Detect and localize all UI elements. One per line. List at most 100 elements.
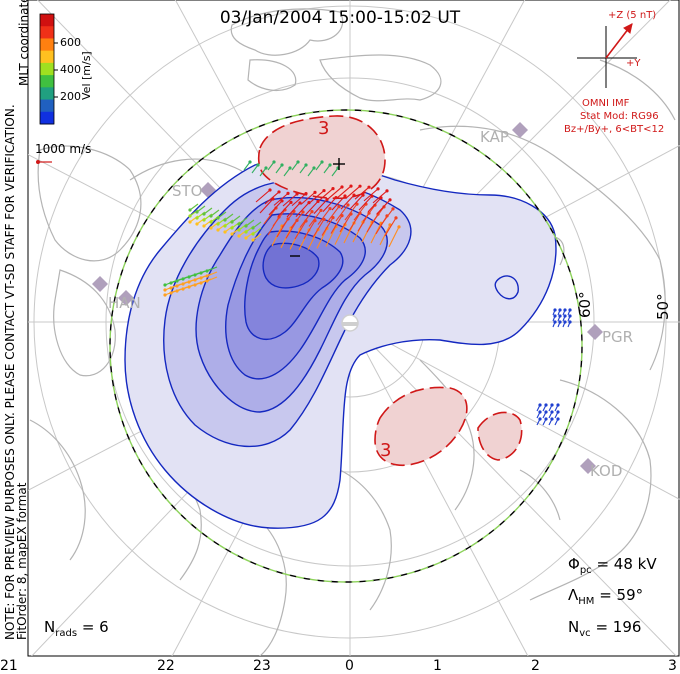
velocity-vector-origin — [193, 283, 197, 287]
colorbar-segment — [40, 50, 54, 64]
velocity-vector — [282, 193, 298, 207]
velocity-vector — [344, 203, 358, 221]
mlt-hour-0: 0 — [345, 658, 354, 674]
velocity-vector-origin — [181, 282, 185, 286]
velocity-vector-origin — [544, 403, 548, 407]
coastlines — [29, 8, 676, 656]
colorbar-tick-600: 600 — [60, 36, 81, 49]
velocity-vector — [317, 208, 331, 225]
velocity-vector-origin — [298, 201, 302, 205]
velocity-vector-origin — [216, 222, 220, 226]
stat-phi-pc: Φpc = 48 kV — [568, 555, 657, 576]
potential-extrema — [290, 158, 345, 257]
velocity-vector-origin — [223, 230, 227, 234]
velocity-vector — [259, 198, 274, 214]
velocity-vector — [303, 220, 316, 239]
velocity-vector — [268, 200, 283, 216]
velocity-vector-origin — [295, 192, 299, 196]
imf-source-label: OMNI IMF — [582, 98, 630, 109]
colorbar-tick-400: 400 — [60, 63, 81, 76]
mlt-hour-22: 22 — [157, 658, 175, 674]
velocity-vector — [321, 217, 334, 236]
velocity-vector — [336, 185, 352, 199]
velocity-vector-origin — [550, 410, 554, 414]
velocity-vector — [367, 197, 382, 213]
velocity-vector-origin — [322, 217, 326, 221]
velocity-vector-origin — [181, 277, 185, 281]
velocity-vector-origin — [268, 188, 272, 192]
velocity-vector-origin — [563, 308, 567, 312]
velocity-vector-origin — [568, 314, 572, 318]
velocity-vector — [322, 197, 337, 212]
velocity-vector — [331, 167, 339, 177]
velocity-vector-origin — [169, 291, 173, 295]
velocity-vector — [252, 221, 262, 229]
velocity-vector — [358, 195, 373, 211]
velocity-vector — [210, 209, 220, 217]
velocity-vector-origin — [394, 216, 398, 220]
velocity-vector-origin — [328, 206, 332, 211]
velocity-vector — [308, 210, 322, 227]
velocity-vector — [318, 188, 334, 202]
mlt-hour-2: 2 — [531, 658, 540, 674]
velocity-vector-origin — [346, 203, 350, 207]
velocity-vector-origin — [169, 286, 173, 290]
velocity-vector — [290, 211, 304, 229]
mlt-coordinates-label: MLT coordinates — [17, 0, 31, 86]
magnetic-pole-marker — [341, 314, 359, 332]
velocity-vector-origin — [193, 278, 197, 282]
velocity-vector — [263, 207, 277, 225]
colorbar-segment — [40, 14, 54, 27]
velocity-vector — [252, 233, 262, 241]
velocity-vector — [309, 190, 325, 203]
velocity-vector — [294, 220, 307, 240]
velocity-vector-origin — [544, 417, 548, 421]
colorbar-segment — [40, 26, 54, 39]
velocity-vector — [273, 192, 289, 206]
velocity-vector-origin — [205, 269, 209, 273]
page-title: 03/Jan/2004 15:00-15:02 UT — [219, 8, 461, 28]
velocity-vector-origin — [280, 199, 284, 203]
velocity-vector-origin — [175, 284, 179, 288]
velocity-vector — [267, 161, 275, 171]
latitude-label-60: 60° — [576, 291, 594, 318]
velocity-vector — [313, 199, 328, 214]
velocity-vector-origin — [223, 224, 227, 228]
velocity-vector-origin — [277, 190, 281, 194]
velocity-vector-origin — [304, 192, 308, 196]
velocity-vector-origin — [187, 275, 191, 279]
velocity-vector-origin — [230, 220, 234, 224]
negative-convection-cell — [124, 158, 557, 529]
velocity-vector — [277, 201, 292, 217]
velocity-vector — [330, 215, 343, 234]
velocity-vector — [376, 199, 391, 215]
velocity-vector-origin — [230, 232, 234, 236]
velocity-vector-origin — [202, 218, 206, 222]
velocity-vector — [196, 205, 206, 213]
velocity-vector — [315, 161, 323, 171]
velocity-vector — [206, 266, 218, 272]
velocity-vector — [286, 202, 301, 218]
velocity-vector-origin — [558, 308, 562, 312]
latitude-label-50: 50° — [654, 293, 672, 320]
velocity-vector — [206, 271, 218, 277]
velocity-vector — [363, 188, 379, 202]
velocity-vector-origin — [358, 184, 362, 188]
velocity-vector — [291, 161, 299, 171]
mlt-hour-23: 23 — [253, 658, 271, 674]
velocity-vector-origin — [544, 410, 548, 414]
velocity-vector — [371, 206, 385, 224]
velocity-vector — [327, 186, 343, 200]
station-label-pgr: PGR — [602, 328, 633, 346]
velocity-vector — [372, 190, 388, 204]
velocity-vector-origin — [193, 273, 197, 277]
velocity-vector-origin — [169, 281, 173, 285]
colorbar-tick-200: 200 — [60, 90, 81, 103]
contour-label-bottom: 3 — [380, 440, 391, 461]
velocity-vector — [345, 185, 361, 199]
velocity-vector-origin — [319, 208, 323, 212]
velocity-vector — [275, 164, 283, 174]
velocity-vector-origin — [550, 417, 554, 421]
velocity-vector-origin — [391, 207, 395, 211]
velocity-vector — [203, 207, 213, 215]
